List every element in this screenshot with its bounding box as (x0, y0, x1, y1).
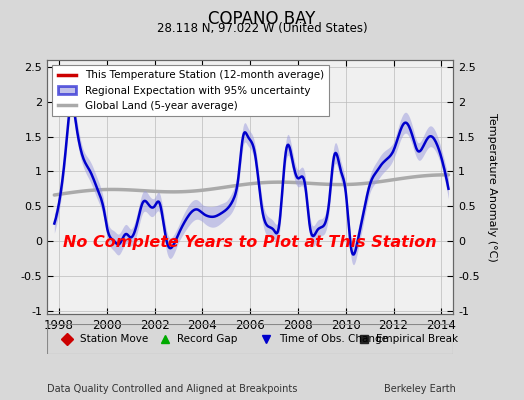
Y-axis label: Temperature Anomaly (°C): Temperature Anomaly (°C) (487, 113, 497, 261)
Text: COPANO BAY: COPANO BAY (209, 10, 315, 28)
Text: Data Quality Controlled and Aligned at Breakpoints: Data Quality Controlled and Aligned at B… (47, 384, 298, 394)
Text: Time of Obs. Change: Time of Obs. Change (279, 334, 388, 344)
Text: Berkeley Earth: Berkeley Earth (384, 384, 456, 394)
Text: Record Gap: Record Gap (177, 334, 237, 344)
Text: Empirical Break: Empirical Break (376, 334, 458, 344)
Legend: This Temperature Station (12-month average), Regional Expectation with 95% uncer: This Temperature Station (12-month avera… (52, 65, 329, 116)
Text: 28.118 N, 97.022 W (United States): 28.118 N, 97.022 W (United States) (157, 22, 367, 35)
Text: Station Move: Station Move (80, 334, 148, 344)
Text: No Complete Years to Plot at This Station: No Complete Years to Plot at This Statio… (63, 235, 437, 250)
